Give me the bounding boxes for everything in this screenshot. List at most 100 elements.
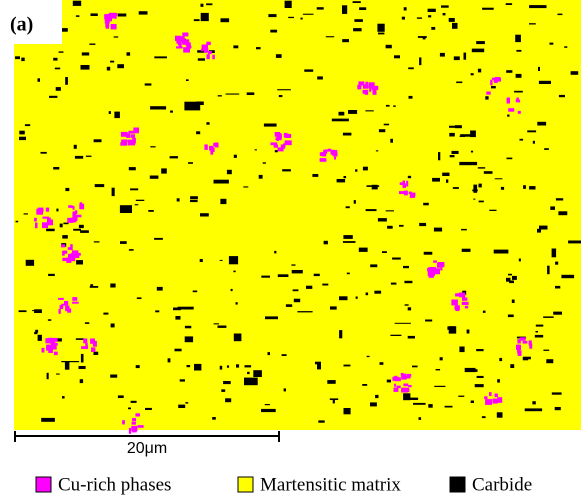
carbide-speck [529,5,546,8]
carbide-speck [446,179,448,182]
cu-speck [68,205,73,208]
carbide-speck [297,311,312,312]
carbide-speck [206,122,209,125]
carbide-speck [509,281,514,284]
carbide-speck [494,250,509,254]
carbide-speck [90,286,98,288]
carbide-speck [337,179,346,182]
carbide-speck [282,354,287,356]
carbide-speck [428,15,431,17]
carbide-speck [303,14,314,15]
carbide-speck [539,81,551,84]
cu-speck [363,84,369,88]
cu-speck [434,268,440,274]
carbide-speck [497,412,503,417]
carbide-speck [301,18,303,20]
carbide-speck [261,276,270,278]
carbide-speck [150,146,155,147]
carbide-speck [16,221,19,223]
carbide-speck [550,206,555,210]
carbide-speck [177,198,180,201]
carbide-speck [356,297,358,299]
cu-speck [275,132,280,137]
carbide-speck [523,185,526,189]
cu-speck [451,300,458,306]
cu-speck [459,293,465,298]
cu-speck [401,373,404,377]
carbide-speck [506,70,512,73]
carbide-speck [538,67,540,71]
carbide-speck [516,50,521,52]
carbide-speck [432,178,440,182]
carbide-speck [399,225,404,227]
carbide-speck [434,228,442,232]
carbide-speck [558,14,563,16]
carbide-speck [94,241,100,242]
cu-speck [334,157,336,160]
carbide-speck [129,249,134,251]
carbide-speck [512,276,517,280]
carbide-speck [394,55,400,58]
carbide-speck [344,408,351,414]
carbide-speck [365,110,373,111]
cu-speck [320,158,327,162]
carbide-speck [53,58,57,61]
carbide-speck [145,83,152,85]
carbide-speck [387,226,393,229]
carbide-speck [483,311,486,313]
cu-speck [83,339,87,344]
legend-swatch [238,477,253,492]
carbide-speck [476,349,483,351]
carbide-speck [81,354,84,363]
carbide-speck [227,365,229,367]
carbide-speck [38,335,42,341]
carbide-speck [214,323,219,324]
carbide-speck [194,364,201,371]
carbide-speck [366,209,377,211]
carbide-speck [479,201,484,203]
cu-speck [403,384,408,387]
cu-speck [42,222,48,228]
legend-swatch [450,477,465,492]
carbide-speck [424,252,433,255]
carbide-speck [344,176,347,178]
carbide-speck [292,270,303,273]
carbide-speck [49,96,57,98]
cu-speck [507,98,510,104]
cu-speck [70,244,73,250]
carbide-speck [175,316,180,320]
carbide-speck [533,141,535,144]
carbide-speck [243,186,248,187]
carbide-speck [523,358,528,360]
carbide-speck [139,11,148,14]
carbide-speck [46,229,55,232]
carbide-speck [178,405,185,408]
carbide-speck [80,379,83,383]
carbide-speck [41,418,55,422]
carbide-speck [449,18,455,22]
cu-speck [111,24,117,29]
cu-speck [91,347,95,352]
carbide-speck [391,283,397,285]
carbide-speck [537,122,546,126]
carbide-speck [284,388,286,391]
cu-speck [518,111,521,114]
carbide-speck [355,169,357,171]
cu-speck [34,218,37,222]
carbide-speck [253,370,262,377]
carbide-speck [376,150,378,151]
carbide-speck [473,199,475,200]
cu-speck [54,352,58,356]
carbide-speck [404,281,412,283]
carbide-speck [471,151,473,153]
carbide-speck [499,358,502,361]
carbide-speck [190,196,198,199]
cu-speck [132,428,137,433]
carbide-speck [185,326,191,329]
carbide-speck [378,218,387,221]
carbide-speck [21,58,24,62]
carbide-speck [79,366,86,369]
carbide-speck [326,36,334,37]
cu-speck [109,17,112,21]
carbide-speck [194,19,200,21]
